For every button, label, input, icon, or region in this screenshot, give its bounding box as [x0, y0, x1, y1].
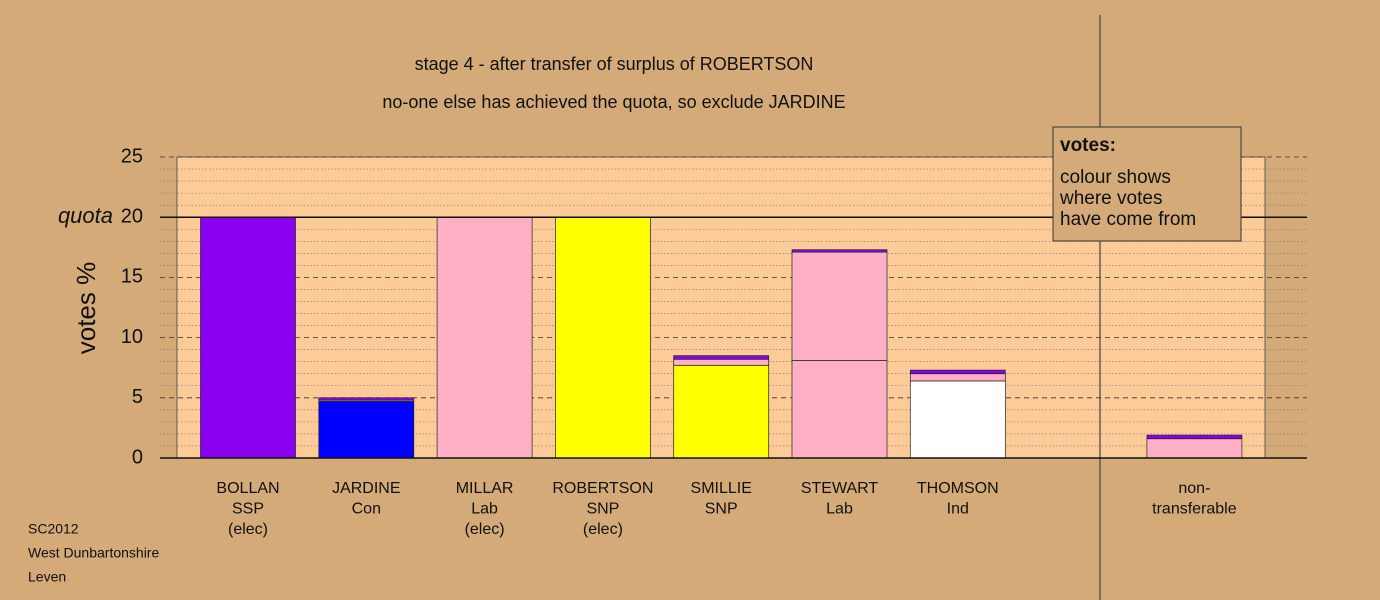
x-tick-label: transferable: [1152, 501, 1237, 518]
legend-text: where votes: [1059, 188, 1162, 209]
legend-title: votes:: [1060, 135, 1116, 156]
y-tick-label: 25: [121, 145, 143, 167]
bar-segment: [909, 380, 1006, 459]
x-tick-label: (elec): [228, 521, 268, 538]
x-tick-label: (elec): [583, 521, 623, 538]
y-tick-label: 10: [121, 326, 143, 348]
bar-segment: [673, 355, 770, 360]
footer-line: Leven: [28, 569, 66, 585]
bar-segment: [1146, 434, 1243, 440]
x-tick-label: SSP: [232, 501, 264, 518]
bar-segment: [318, 401, 415, 459]
x-tick-label: (elec): [465, 521, 505, 538]
y-tick-label: 15: [121, 266, 143, 288]
bar-segment: [673, 358, 770, 366]
x-tick-label: Ind: [947, 501, 969, 518]
y-tick-label: 5: [132, 386, 143, 408]
x-tick-label: Con: [352, 501, 381, 518]
bar-segment: [1146, 438, 1243, 459]
x-tick-label: JARDINE: [332, 480, 400, 497]
bar-segment: [791, 249, 888, 253]
x-tick-label: THOMSON: [917, 480, 999, 497]
y-tick-label: 20: [121, 205, 143, 227]
y-tick-label: 0: [132, 446, 143, 468]
x-tick-label: STEWART: [801, 480, 879, 497]
chart-subtitle: no-one else has achieved the quota, so e…: [382, 92, 845, 112]
x-tick-label: SNP: [705, 501, 738, 518]
x-tick-label: Lab: [471, 501, 498, 518]
chart-title: stage 4 - after transfer of surplus of R…: [415, 54, 814, 74]
footer-line: SC2012: [28, 521, 79, 537]
legend-text: have come from: [1060, 209, 1196, 230]
bar-segment: [791, 251, 888, 361]
legend-text: colour shows: [1060, 167, 1171, 188]
bar-segment: [200, 216, 296, 459]
bar-segment: [909, 373, 1006, 382]
bar-segment: [436, 216, 533, 459]
x-tick-label: ROBERTSON: [552, 480, 653, 497]
x-tick-label: SNP: [586, 501, 619, 518]
y-axis-label: votes %: [71, 262, 101, 355]
bar-segment: [555, 216, 651, 459]
bar-segment: [909, 369, 1006, 375]
legend-box: [1052, 126, 1242, 242]
footer-line: West Dunbartonshire: [28, 545, 159, 561]
quota-label: quota: [58, 203, 113, 228]
bar-segment: [318, 397, 415, 401]
bar-segment: [673, 364, 770, 459]
x-tick-label: BOLLAN: [216, 480, 279, 497]
x-tick-label: MILLAR: [456, 480, 514, 497]
x-tick-label: non-: [1178, 480, 1210, 497]
x-tick-label: Lab: [826, 501, 853, 518]
x-tick-label: SMILLIE: [691, 480, 752, 497]
bar-segment: [791, 360, 888, 459]
